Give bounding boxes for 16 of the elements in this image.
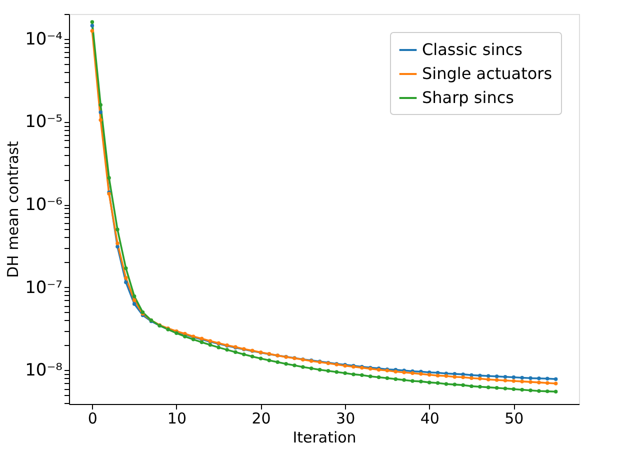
x-tick-label: 30 — [336, 410, 356, 428]
x-tick-label: 0 — [88, 410, 98, 428]
legend-label: Sharp sincs — [422, 88, 514, 107]
legend-label: Classic sincs — [422, 40, 522, 59]
y-tick-label: 10⁻⁷ — [25, 278, 63, 298]
y-tick-label: 10⁻⁸ — [25, 360, 63, 381]
x-tick-label: 10 — [167, 410, 187, 428]
y-tick-label: 10⁻⁵ — [25, 112, 62, 132]
x-tick-label: 40 — [420, 410, 440, 428]
legend-label: Single actuators — [422, 64, 552, 83]
y-tick-label: 10⁻⁶ — [25, 195, 63, 216]
y-axis-title: DH mean contrast — [4, 141, 22, 278]
y-tick-label: 10⁻⁴ — [25, 29, 63, 50]
x-axis-title: Iteration — [292, 428, 356, 446]
x-tick-label: 20 — [252, 410, 271, 428]
x-tick-label: 50 — [504, 410, 524, 428]
